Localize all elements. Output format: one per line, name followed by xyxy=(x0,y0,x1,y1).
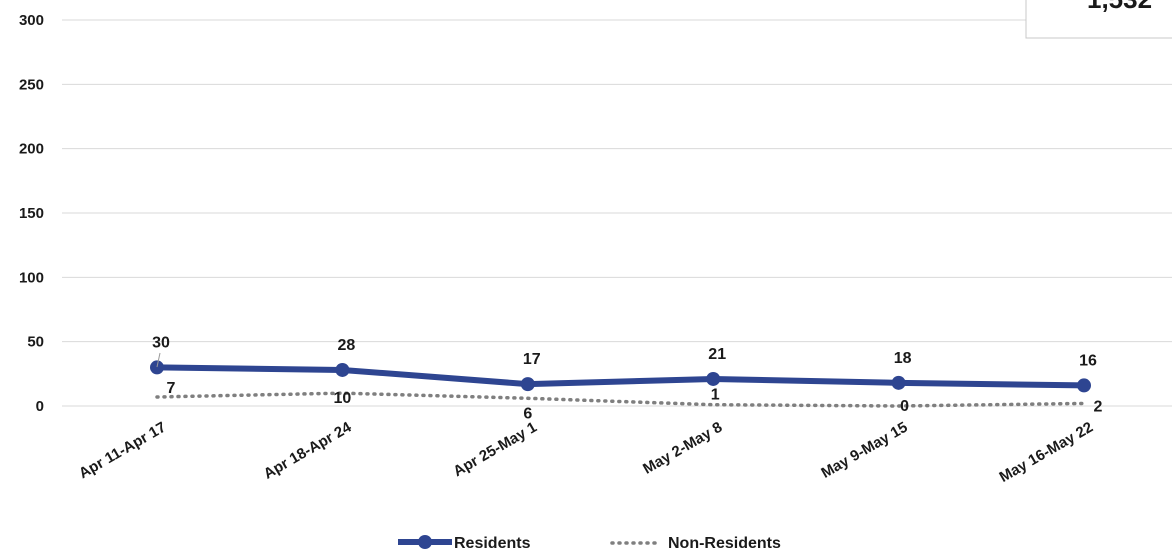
non-residents-data-label: 10 xyxy=(334,390,352,407)
residents-marker xyxy=(706,371,721,386)
series-lines xyxy=(150,360,1091,408)
non-residents-line xyxy=(155,391,1086,408)
x-tick-label: Apr 25-May 1 xyxy=(450,419,539,480)
residents-data-label: 21 xyxy=(708,346,726,363)
corner-total-box: 1,532 xyxy=(1025,0,1172,39)
residents-data-label: 17 xyxy=(523,351,541,368)
non-residents-data-label: 1 xyxy=(711,387,720,404)
non-residents-data-label: 6 xyxy=(523,405,532,422)
residents-data-label: 18 xyxy=(894,350,912,367)
corner-box-value: 1,532 xyxy=(1087,0,1152,14)
residents-marker xyxy=(150,360,164,375)
gridlines xyxy=(62,19,1172,407)
x-tick-label: Apr 18-Apr 24 xyxy=(261,418,355,482)
residents-data-label: 28 xyxy=(338,337,356,354)
y-tick-label: 0 xyxy=(36,398,44,415)
y-tick-label: 150 xyxy=(19,205,44,222)
x-tick-label: May 9-May 15 xyxy=(818,419,910,482)
x-tick-label: May 2-May 8 xyxy=(640,419,725,478)
x-tick-label: May 16-May 22 xyxy=(997,419,1096,486)
residents-data-label: 30 xyxy=(152,334,170,351)
residents-marker xyxy=(891,375,906,390)
y-tick-label: 50 xyxy=(27,334,44,351)
corner-box-frame xyxy=(1025,0,1172,39)
y-tick-label: 100 xyxy=(19,269,44,286)
legend-residents-swatch-marker xyxy=(418,535,432,549)
residents-marker xyxy=(520,377,535,392)
y-tick-label: 300 xyxy=(19,12,44,29)
residents-line xyxy=(156,364,1085,389)
non-residents-data-label: 0 xyxy=(900,398,909,415)
legend-non-residents-label: Non-Residents xyxy=(668,535,781,552)
legend-residents-label: Residents xyxy=(454,535,531,552)
data-label-leader-line xyxy=(156,352,161,368)
residents-data-label: 16 xyxy=(1079,352,1097,369)
y-axis-tick-labels: 0 50 100 150 200 250 300 xyxy=(19,12,44,415)
residents-marker xyxy=(335,362,350,377)
x-tick-label: Apr 11-Apr 17 xyxy=(76,419,169,482)
residents-marker xyxy=(1077,378,1091,393)
y-tick-label: 250 xyxy=(19,76,44,93)
x-axis-tick-labels: Apr 11-Apr 17 Apr 18-Apr 24 Apr 25-May 1 Ma… xyxy=(76,418,1096,486)
non-residents-data-label: 2 xyxy=(1094,398,1103,415)
legend: Residents Non-Residents xyxy=(398,535,781,552)
y-tick-label: 200 xyxy=(19,141,44,158)
non-residents-data-label: 7 xyxy=(167,380,176,397)
